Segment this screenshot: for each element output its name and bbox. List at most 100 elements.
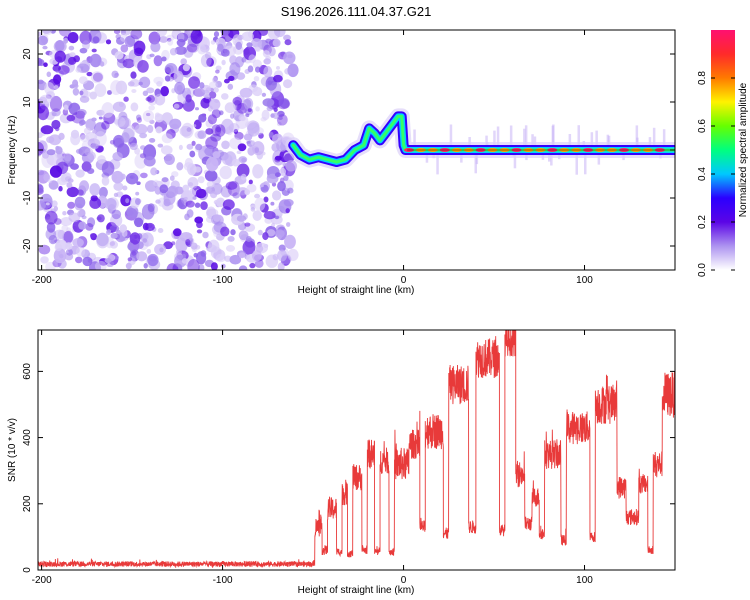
noise-blob (68, 45, 75, 51)
noise-blob (252, 250, 262, 262)
noise-blob (38, 31, 42, 37)
noise-blob (261, 92, 267, 97)
noise-blob (271, 222, 276, 228)
noise-blob (42, 45, 48, 50)
noise-blob (224, 255, 232, 262)
noise-blob (204, 170, 218, 182)
snr-y-tick-label: 200 (22, 495, 33, 512)
noise-blob (68, 56, 77, 65)
noise-blob (113, 30, 121, 35)
noise-blob (79, 119, 86, 125)
signal-streak (584, 150, 587, 175)
noise-blob (235, 41, 243, 51)
noise-blob (237, 143, 247, 152)
noise-blob (135, 198, 141, 205)
noise-blob (111, 170, 124, 184)
noise-blob (148, 138, 156, 143)
snr-x-ticks: -200 -100 0 100 (32, 330, 593, 586)
noise-blob (160, 86, 169, 97)
noise-blob (79, 48, 88, 54)
noise-blob (79, 90, 84, 96)
noise-blob (248, 54, 256, 64)
noise-blob (236, 163, 250, 178)
signal-streak (509, 125, 513, 150)
noise-blob (272, 253, 279, 261)
noise-blob (241, 57, 247, 63)
noise-blob (185, 239, 191, 246)
noise-blob (270, 201, 275, 206)
noise-blob (171, 241, 176, 246)
noise-blob (46, 149, 56, 156)
spectrogram-y-ticks: 20 10 0 -10 -20 (22, 48, 675, 253)
noise-blob (252, 86, 263, 97)
noise-blob (221, 140, 230, 150)
noise-blob (220, 263, 226, 269)
noise-blob (286, 222, 291, 227)
noise-blob (67, 201, 76, 209)
noise-blob (204, 94, 211, 99)
snr-frame (37, 329, 676, 571)
noise-blob (253, 76, 260, 82)
noise-blob (250, 207, 256, 212)
noise-blob (156, 30, 168, 37)
noise-blob (84, 148, 94, 156)
noise-blob (213, 214, 221, 222)
noise-blob (48, 234, 58, 245)
noise-blob (202, 231, 209, 239)
noise-blob (116, 191, 124, 198)
noise-blob (159, 36, 169, 43)
noise-blob (191, 140, 196, 146)
noise-blob (112, 101, 126, 113)
snr-plot: -200 -100 0 100 0 200 400 600 Height of straig… (7, 329, 676, 596)
spectrogram-noise-region (38, 30, 299, 270)
noise-blob (263, 58, 272, 65)
noise-blob (167, 39, 174, 46)
noise-blob (70, 188, 76, 194)
noise-blob (86, 168, 95, 174)
noise-blob (163, 241, 173, 250)
noise-blob (267, 46, 276, 57)
noise-blob (198, 264, 205, 270)
noise-blob (62, 211, 67, 216)
noise-blob (262, 98, 275, 107)
signal-streak (449, 124, 453, 150)
noise-blob (192, 124, 197, 128)
noise-blob (274, 155, 282, 161)
noise-blob (198, 113, 207, 123)
noise-blob (147, 95, 155, 103)
noise-blob (242, 240, 256, 255)
noise-blob (238, 114, 245, 121)
noise-blob (89, 53, 102, 68)
noise-blob (254, 193, 261, 199)
signal-streak (493, 130, 496, 150)
noise-blob (161, 145, 173, 155)
noise-blob (248, 179, 253, 185)
noise-blob (72, 238, 84, 248)
noise-blob (79, 95, 90, 103)
noise-blob (182, 63, 190, 72)
noise-blob (101, 102, 114, 118)
colorbar-ticks: 0.0 0.2 0.4 0.6 0.8 (697, 71, 735, 277)
noise-blob (193, 252, 198, 258)
noise-blob (224, 78, 230, 84)
noise-blob (285, 208, 290, 214)
noise-blob (91, 71, 104, 84)
noise-blob (149, 53, 155, 58)
noise-blob (155, 199, 161, 204)
noise-blob (114, 116, 126, 127)
noise-blob (205, 51, 212, 60)
noise-blob (156, 81, 163, 87)
noise-blob (247, 122, 260, 137)
noise-blob (159, 184, 169, 194)
noise-blob (134, 217, 144, 228)
noise-blob (274, 215, 280, 220)
noise-blob (57, 65, 70, 75)
signal-streak (652, 127, 656, 150)
noise-blob (134, 124, 148, 135)
noise-blob (46, 222, 56, 233)
snr-x-tick-label: -200 (32, 575, 52, 586)
snr-x-tick-label: -100 (213, 575, 233, 586)
snr-y-tick-label: 400 (22, 429, 33, 446)
noise-blob (205, 157, 219, 172)
noise-blob (163, 191, 176, 206)
